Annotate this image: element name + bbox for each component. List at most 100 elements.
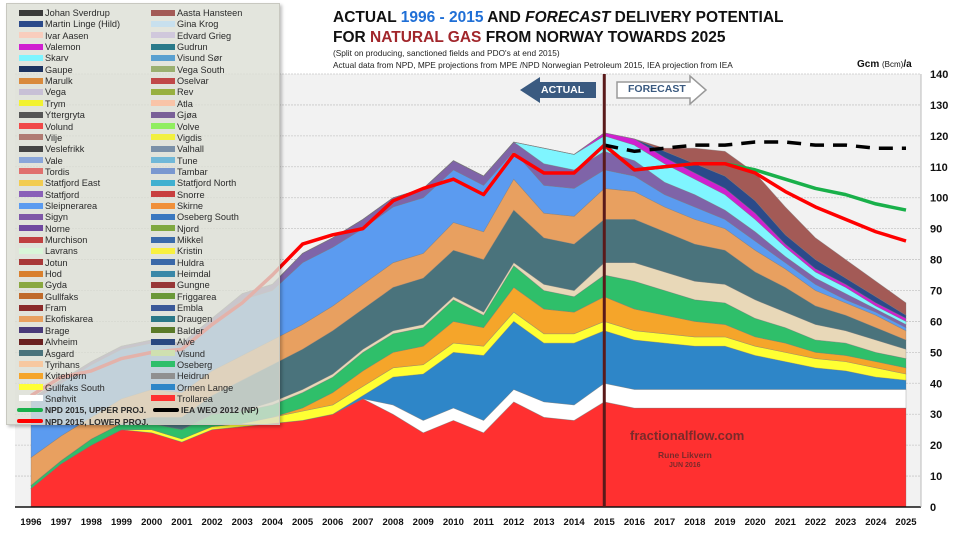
legend-item: Njord [151,224,199,235]
legend-label: Trollarea [177,393,213,404]
x-axis-ticks: 1996 1997 1998 1999 2000 2001 2002 2003 2004 2005… [20,517,917,528]
x-tick-label: 2008 [382,517,403,528]
legend-item: Kvitebjørn [19,371,86,382]
legend-swatch [151,202,175,209]
legend-item: Sigyn [19,212,68,223]
legend-item: Brage [19,326,70,337]
legend-swatch [151,134,175,141]
legend-label: Valemon [45,42,81,53]
legend-swatch [151,123,175,130]
legend-swatch [19,168,43,175]
legend-label: Vigdis [177,132,202,143]
legend-item: Balder [151,326,204,337]
legend-label: Marulk [45,76,73,87]
legend-swatch [151,316,175,322]
x-tick-label: 2023 [835,517,856,528]
legend-swatch [151,179,175,186]
legend-swatch [19,270,43,277]
legend-swatch [151,77,175,84]
legend-label: Vale [45,155,63,166]
legend-swatch [19,316,43,322]
legend-item: Gjøa [151,110,197,121]
x-tick-label: 2007 [352,517,373,528]
legend-item: Martin Linge (Hild) [19,19,120,30]
chart-title: ACTUAL 1996 - 2015 AND FORECAST DELIVERY… [333,8,783,48]
legend-item: Rev [151,87,193,98]
legend-swatch [151,293,175,300]
legend-swatch [151,191,175,198]
legend-swatch [19,66,43,73]
x-tick-label: 2018 [684,517,705,528]
legend-item: Gudrun [151,42,208,53]
legend-label: Edvard Grieg [177,30,232,41]
legend-item: Trollarea [151,394,213,405]
legend-label: Åsgard [45,348,75,359]
legend-swatch [151,350,175,357]
legend-swatch [19,213,43,220]
legend-label: Skirne [177,200,204,211]
legend-item: NPD 2015, UPPER PROJ. [17,405,146,416]
legend-item: Yttergryta [19,110,85,121]
legend-item: Snøhvit [19,394,76,405]
legend-swatch [19,384,43,391]
legend-swatch [17,419,43,424]
legend-item: Marulk [19,76,73,87]
legend-label: Statfjord East [45,178,101,189]
legend-label: Snøhvit [45,393,77,404]
legend-swatch [19,338,43,345]
legend-item: Norne [19,224,70,235]
legend-item: Ekofiskarea [19,314,93,325]
legend-item: Gungne [151,280,210,291]
legend-item: Statfjord East [19,178,100,189]
legend-label: Volund [45,121,74,132]
legend-label: Norne [45,223,71,234]
legend-swatch [19,361,43,368]
legend-item: Embla [151,303,203,314]
legend-swatch [151,372,175,379]
y-tick-label: 20 [930,440,942,452]
legend-label: Gullfaks South [45,382,105,393]
legend-label: Valhall [177,144,204,155]
y-axis-ticks: 0 10 20 30 40 50 60 70 80 90 100 110 120 130 140 [930,69,948,514]
legend-item: Valemon [19,42,81,53]
legend-label: Martin Linge (Hild) [45,19,121,30]
legend-swatch [151,100,175,107]
legend-swatch [19,395,43,402]
legend-item: Alve [151,337,195,348]
legend-label: Friggarea [177,291,217,302]
subtitle-1: (Split on producing, sanctioned fields a… [333,48,560,58]
watermark-author: Rune Likvern [658,450,712,460]
x-tick-label: 2020 [745,517,766,528]
legend-label: Ormen Lange [177,382,234,393]
legend-swatch [19,9,43,16]
legend-label: Snorre [177,189,205,200]
legend-label: Skarv [45,53,69,64]
legend-swatch [19,259,43,266]
x-tick-label: 2021 [775,517,797,528]
legend-label: Huldra [177,257,205,268]
legend-swatch [19,43,43,50]
legend-item: Ivar Aasen [19,31,88,42]
legend-label: Njord [177,223,199,234]
legend-swatch [151,384,175,391]
legend-item: Alvheim [19,337,78,348]
legend-label: Ivar Aasen [45,30,89,41]
x-tick-label: 2011 [473,517,494,528]
legend-label: Tordis [45,166,70,177]
legend-item: Mikkel [151,235,203,246]
legend-label: Lavrans [45,246,78,257]
legend-swatch [17,408,43,412]
legend-swatch [19,293,43,300]
legend-label: Hod [45,269,62,280]
y-tick-label: 40 [930,378,942,390]
legend-item: Heidrun [151,371,209,382]
legend: Johan Sverdrup Martin Linge (Hild) Ivar Aa… [6,3,280,428]
legend-item: Ormen Lange [151,383,233,394]
x-tick-label: 2004 [262,517,284,528]
x-tick-label: 2019 [714,517,735,528]
legend-item: Volund [19,122,73,133]
y-tick-label: 30 [930,409,942,421]
legend-item: Tyrihans [19,360,80,371]
legend-item: NPD 2015, LOWER PROJ. [17,417,148,428]
legend-item: Vigdis [151,133,202,144]
